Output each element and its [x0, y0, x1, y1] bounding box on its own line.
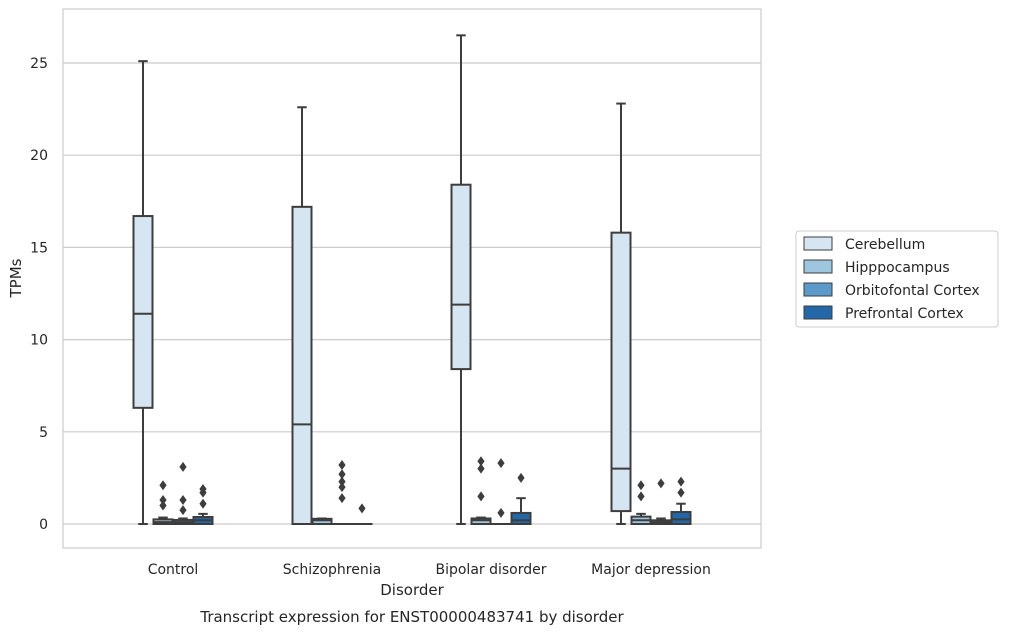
outlier-point [159, 500, 167, 511]
box-1-2 [470, 456, 492, 526]
outlier-point [338, 493, 346, 504]
y-tick-label: 0 [39, 517, 48, 533]
box-3-1 [351, 503, 373, 526]
outlier-point [477, 491, 485, 502]
y-axis-label: TPMs [7, 258, 25, 298]
box-iqr [450, 183, 472, 371]
outlier-point [677, 476, 685, 487]
outlier-point [159, 480, 167, 491]
outlier-point [338, 469, 346, 480]
box-0-2 [450, 34, 472, 525]
outlier-point [517, 472, 525, 483]
y-tick-label: 5 [39, 425, 48, 441]
x-tick-label: Bipolar disorder [435, 562, 546, 578]
legend-frame [795, 230, 999, 328]
outlier-point [338, 476, 346, 487]
box-3-3 [670, 476, 692, 525]
box-2-0 [172, 461, 194, 525]
outlier-point [477, 456, 485, 467]
chart-caption: Transcript expression for ENST0000048374… [199, 608, 624, 626]
box-1-0 [152, 480, 174, 526]
box-0-0 [132, 60, 154, 525]
y-tick-label: 10 [30, 333, 48, 349]
box-iqr [291, 205, 313, 525]
x-axis-ticks: Control Schizophrenia Bipolar disorder Majo… [148, 562, 711, 578]
box-2-3 [650, 478, 672, 526]
box-2-2 [490, 458, 512, 526]
legend-swatch [803, 259, 833, 274]
outlier-point [637, 480, 645, 491]
outlier-point [159, 495, 167, 506]
legend-swatch [803, 305, 833, 320]
y-tick-label: 20 [30, 148, 48, 164]
legend-swatch [803, 236, 833, 251]
legend-item-label: Cerebellum [845, 237, 925, 253]
outlier-point [497, 507, 505, 518]
grid-lines [63, 62, 761, 525]
box-iqr [670, 511, 692, 525]
outlier-point [199, 498, 207, 509]
legend-item-label: Hipppocampus [845, 260, 950, 276]
box-iqr [510, 511, 532, 525]
y-tick-label: 15 [30, 240, 48, 256]
legend-item-label: Orbitofontal Cortex [845, 283, 980, 299]
box-3-2 [510, 472, 532, 525]
x-tick-label: Control [148, 562, 199, 578]
box-3-0 [192, 483, 214, 525]
outlier-point [497, 458, 505, 469]
x-tick-label: Schizophrenia [283, 562, 381, 578]
box-iqr [610, 231, 632, 513]
y-axis-ticks: 0 5 10 15 20 25 [30, 56, 48, 533]
box-0-3 [610, 102, 632, 525]
outlier-point [338, 482, 346, 493]
outlier-point [199, 483, 207, 494]
plot-area [132, 34, 692, 526]
box-iqr [132, 215, 154, 409]
x-tick-label: Major depression [591, 562, 711, 578]
plot-frame [62, 8, 762, 549]
legend-swatch [803, 282, 833, 297]
outlier-point [677, 487, 685, 498]
legend: Cerebellum Hipppocampus Orbitofontal Corte… [795, 230, 999, 328]
outlier-point [637, 491, 645, 502]
box-2-1 [331, 459, 353, 526]
legend-item-label: Prefrontal Cortex [845, 306, 964, 322]
box-iqr [311, 517, 333, 525]
outlier-point [338, 459, 346, 470]
y-tick-label: 25 [30, 56, 48, 72]
outlier-point [657, 478, 665, 489]
x-axis-label: Disorder [380, 581, 444, 599]
outlier-point [179, 495, 187, 506]
box-0-1 [291, 106, 313, 525]
outlier-point [358, 503, 366, 514]
outlier-point [179, 505, 187, 516]
outlier-point [477, 463, 485, 474]
box-1-3 [630, 480, 652, 526]
box-1-1 [311, 517, 333, 525]
outlier-point [179, 461, 187, 472]
